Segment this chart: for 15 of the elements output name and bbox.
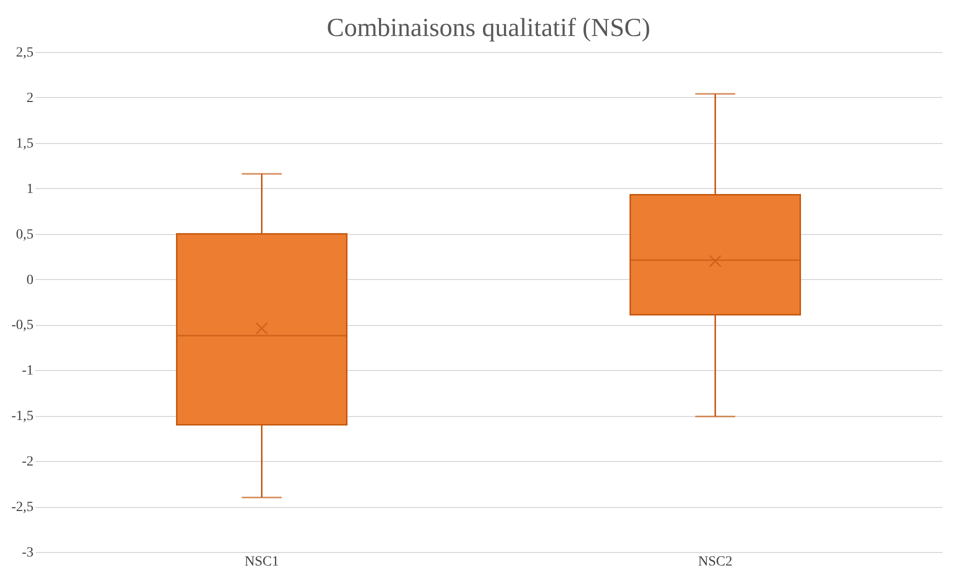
y-tick-label: 0,5 (16, 227, 34, 242)
x-tick-label: NSC1 (244, 554, 279, 570)
chart-title: Combinaisons qualitatif (NSC) (326, 13, 650, 42)
y-tick-label: 1 (26, 182, 34, 197)
y-tick-label: 0 (26, 272, 34, 288)
y-tick-label: 2 (26, 90, 34, 106)
y-tick-label: 2,5 (16, 46, 34, 60)
y-tick-label: 1,5 (16, 136, 34, 152)
y-tick-label: -2,5 (11, 500, 34, 516)
y-tick-label: -3 (22, 546, 34, 560)
y-tick-label: -1 (22, 364, 34, 379)
y-tick-label: -2 (22, 454, 34, 470)
y-tick-label: -0,5 (11, 318, 34, 334)
x-tick-label: NSC2 (698, 554, 732, 570)
y-tick-label: -1,5 (11, 409, 34, 424)
